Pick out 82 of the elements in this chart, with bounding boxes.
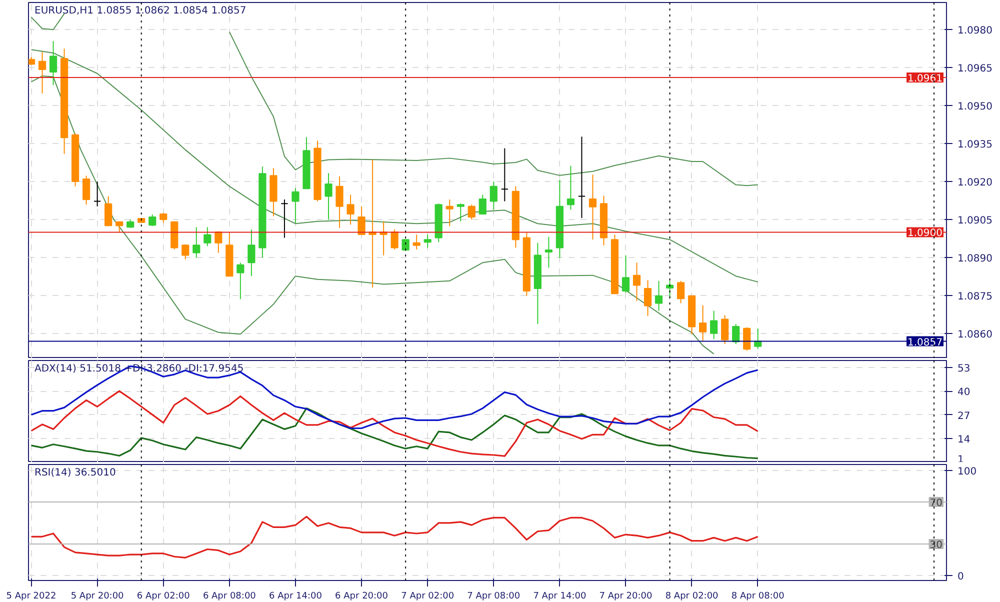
candlestick [38,51,46,94]
y-tick-label: 1.0935 [958,139,992,150]
line-series [30,76,714,354]
candlestick [248,228,256,277]
x-tick-label: 6 Apr 14:00 [269,592,322,602]
candlestick [204,226,212,247]
y-tick-label: 1.0860 [958,330,992,341]
candlestick [182,244,190,260]
candlestick [192,226,200,258]
candlestick [644,280,652,316]
y-tick-label: 27 [958,410,970,422]
line-series [30,49,758,282]
candlestick [743,326,751,352]
line-series [30,365,759,430]
candlestick [49,40,58,86]
x-tick-label: 5 Apr 2022 [6,592,56,602]
candlestick [94,181,102,207]
candlestick [478,194,486,215]
x-tick-label: 8 Apr 08:00 [731,592,785,602]
candlestick [214,230,222,254]
x-tick-label: 5 Apr 20:00 [70,592,124,602]
y-tick-label: 40 [958,387,970,398]
candlestick [566,165,575,210]
x-tick-label: 6 Apr 08:00 [202,592,256,602]
candlestick [578,136,586,219]
candlestick [666,280,674,298]
candlestick [324,172,332,220]
candlestick [490,181,498,210]
x-tick-label: 7 Apr 02:00 [401,592,454,602]
candlestick [424,234,432,248]
candlestick [82,175,90,206]
candlestick [336,176,344,228]
candlestick [456,203,464,222]
candlestick [236,262,244,300]
y-tick-label: 1.0890 [958,254,992,265]
candlestick [468,204,476,220]
candlestick [292,188,300,224]
line-series [30,390,759,457]
x-tick-label: 7 Apr 14:00 [533,592,586,602]
y-tick-label: 1.0980 [958,25,992,36]
line-series [30,516,759,558]
candlestick [412,234,420,250]
ref-line-label: 1.0857 [908,337,943,348]
y-tick-label: 1.0965 [958,63,992,74]
ref-line-label: 1.0961 [908,74,943,85]
candlestick [390,228,398,250]
candlestick [721,314,729,345]
candlestick [699,304,707,342]
candlestick [677,280,685,304]
y-tick-label: 1.0950 [958,101,992,112]
y-tick-label: 1.0905 [958,216,992,227]
candlestick [104,196,112,227]
y-tick-label: 100 [958,466,977,478]
x-tick-label: 8 Apr 02:00 [665,592,719,602]
candlestick [160,212,168,224]
x-tick-label: 7 Apr 20:00 [599,592,653,602]
line-series [30,407,759,460]
candlestick [500,148,508,202]
candlestick [148,214,156,227]
chart-title: RSI(14) 36.5010 [34,468,116,478]
candlestick [732,324,740,345]
ref-line-label: 1.0900 [908,228,943,240]
candlestick [446,199,454,227]
candlestick [346,194,354,226]
y-tick-label: 1.0875 [958,292,992,303]
candlestick [358,206,366,236]
candlestick [710,310,718,340]
y-tick-label: 0 [958,572,964,583]
x-tick-label: 7 Apr 08:00 [467,592,520,602]
candlestick [544,236,552,268]
chart-title: EURUSD,H1 1.0855 1.0862 1.0854 1.0857 [34,6,246,16]
candlestick [622,254,630,294]
x-tick-label: 6 Apr 02:00 [136,592,190,602]
candlestick [588,174,597,240]
y-tick-label: 14 [958,434,970,446]
y-tick-label: 53 [958,363,970,374]
y-tick-label: 1.0920 [958,178,992,189]
ref-line-label: 30 [930,540,943,552]
candlestick [654,280,663,312]
x-tick-label: 6 Apr 20:00 [335,592,388,602]
candlestick [632,262,641,302]
candlestick [280,199,288,238]
